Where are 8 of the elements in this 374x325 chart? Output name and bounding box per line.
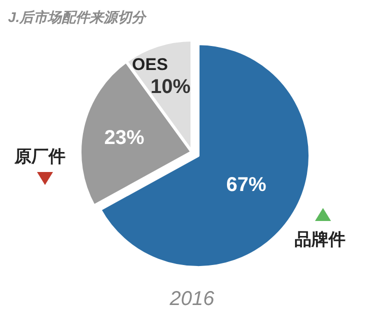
- slice-label: 原厂件: [14, 147, 66, 166]
- slice-label: OES: [132, 55, 168, 74]
- chart-title: J.后市场配件来源切分: [8, 9, 148, 25]
- data-label: 23%: [104, 126, 144, 149]
- data-label: 10%: [150, 76, 191, 98]
- slice-label: 品牌件: [294, 230, 346, 249]
- text: 2016: [168, 288, 216, 310]
- data-label: 67%: [226, 174, 266, 196]
